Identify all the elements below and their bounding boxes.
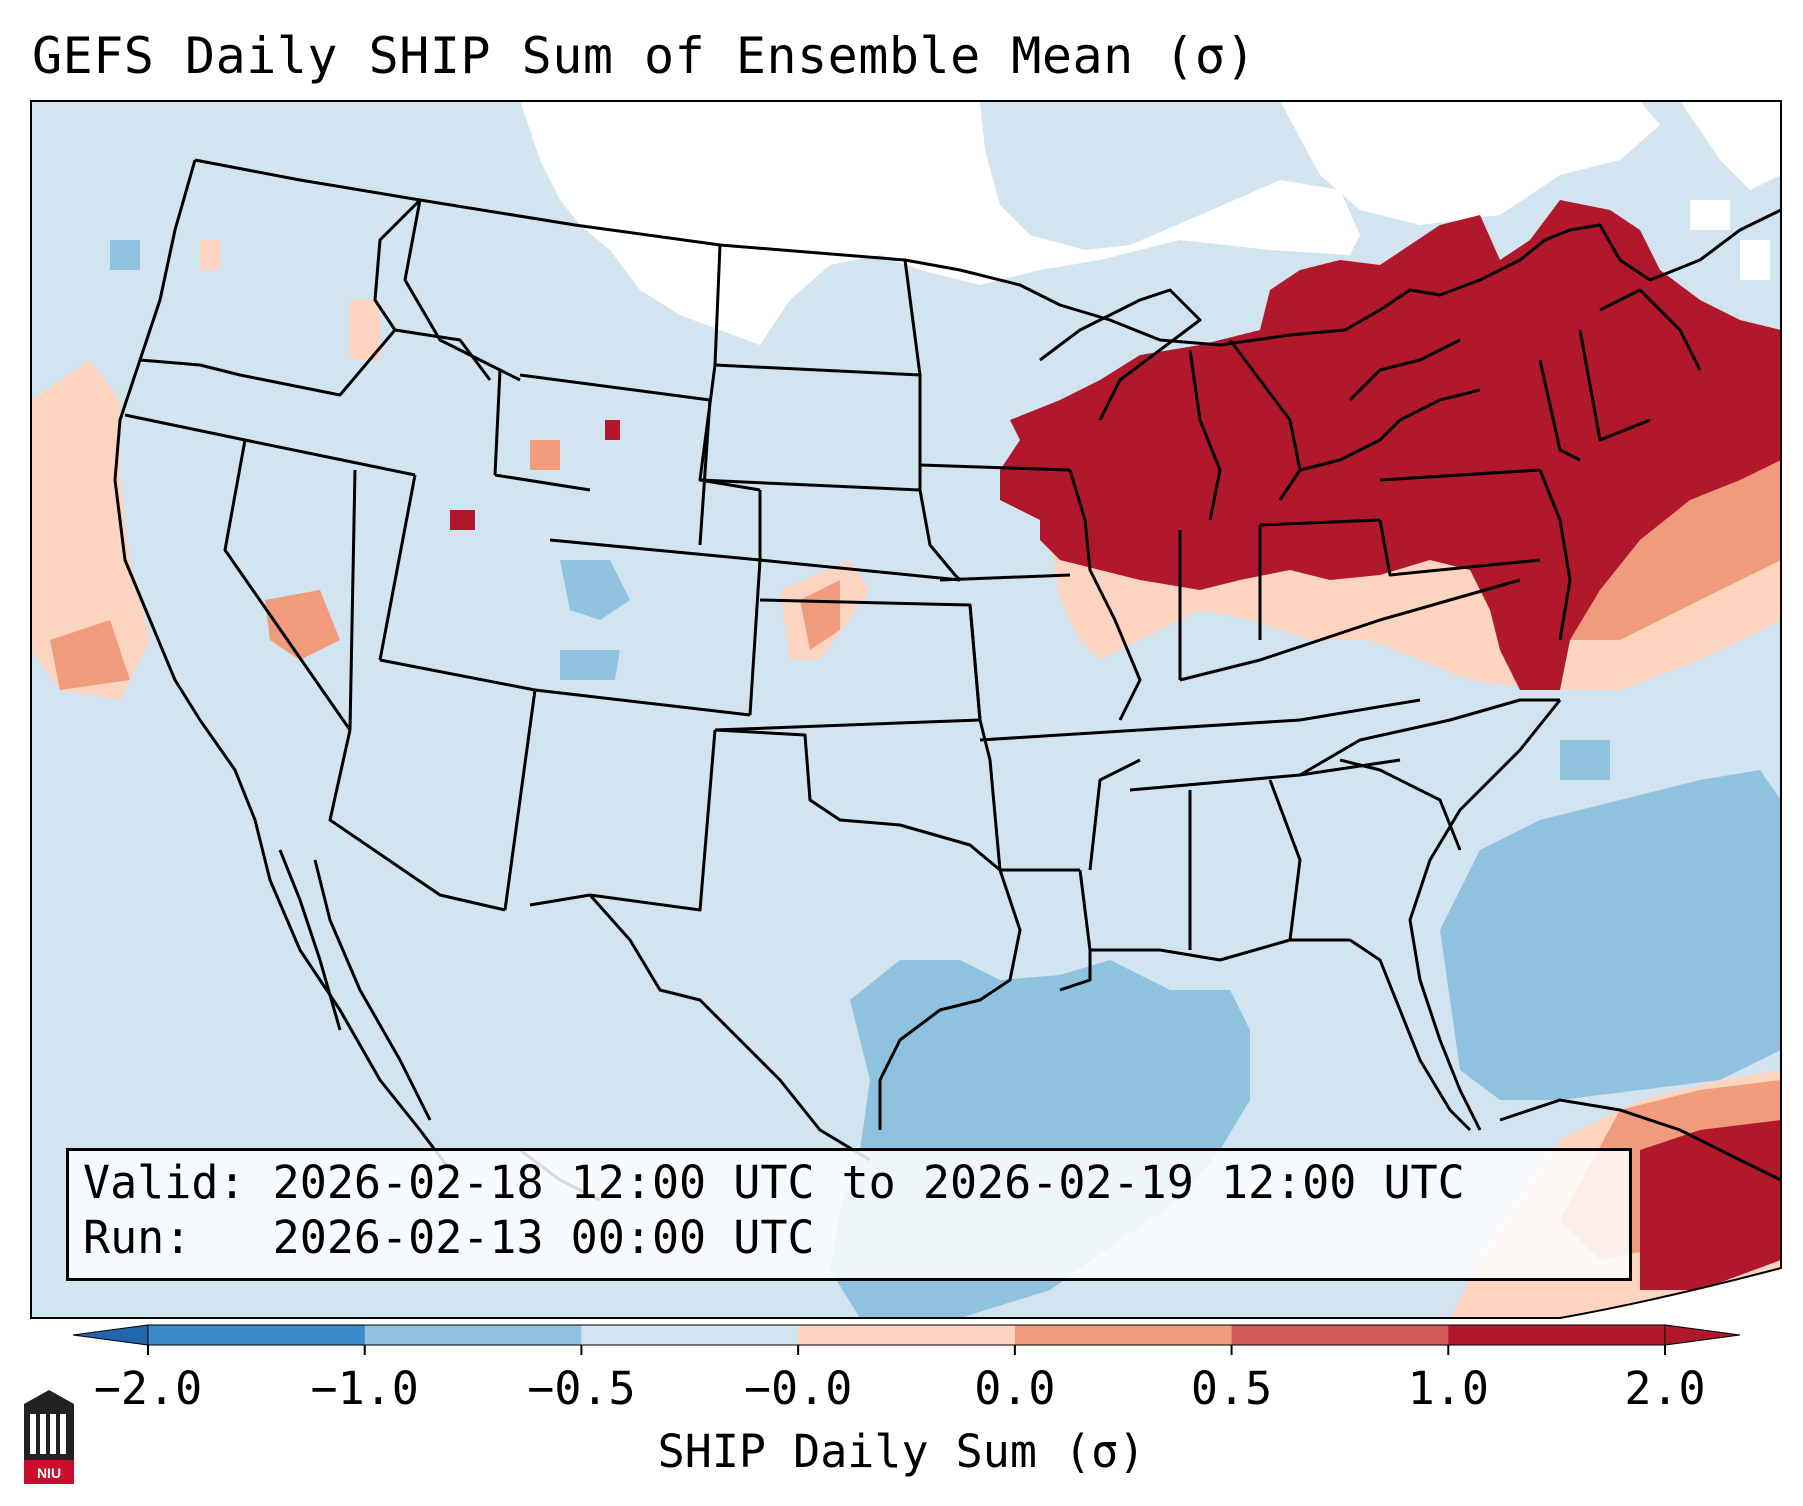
colorbar-segment bbox=[148, 1325, 366, 1345]
colorbar bbox=[72, 1324, 1741, 1355]
map-title: GEFS Daily SHIP Sum of Ensemble Mean (σ) bbox=[32, 27, 1257, 85]
niu-building-logo-icon: NIU bbox=[24, 1390, 74, 1484]
cuba-coastline bbox=[1499, 1098, 1781, 1182]
valid-label: Valid: bbox=[83, 1156, 246, 1209]
colorbar-extend-low bbox=[72, 1324, 149, 1346]
colorbar-tick-label: 1.0 bbox=[1407, 1362, 1489, 1415]
colorbar-tick-label: −0.0 bbox=[743, 1362, 853, 1415]
colorbar-segment bbox=[581, 1325, 799, 1345]
colorbar-tick-label: 0.5 bbox=[1190, 1362, 1273, 1415]
colorbar-segment bbox=[1231, 1325, 1449, 1345]
colorbar-segment bbox=[1448, 1325, 1666, 1345]
colorbar-tick-label: 0.0 bbox=[974, 1362, 1056, 1415]
colorbar-tick-label: 2.0 bbox=[1624, 1362, 1706, 1415]
valid-time-range: 2026-02-18 12:00 UTC to 2026-02-19 12:00… bbox=[272, 1156, 1465, 1209]
colorbar-extend-high bbox=[1664, 1324, 1741, 1346]
run-label: Run: bbox=[83, 1211, 192, 1264]
colorbar-tick-label: −0.5 bbox=[527, 1362, 636, 1415]
colorbar-tick-label: −2.0 bbox=[93, 1362, 203, 1415]
map-panel bbox=[31, 101, 1781, 1318]
colorbar-segment bbox=[798, 1325, 1016, 1345]
white-anomaly-regions bbox=[520, 101, 1781, 345]
map-frame bbox=[30, 100, 1782, 1319]
colorbar-tick-label: −1.0 bbox=[310, 1362, 419, 1415]
run-time: 2026-02-13 00:00 UTC bbox=[272, 1211, 815, 1264]
colorbar-segment bbox=[1014, 1325, 1233, 1345]
colorbar-label: SHIP Daily Sum (σ) bbox=[657, 1425, 1146, 1478]
valid-run-info-box: Valid: 2026-02-18 12:00 UTC to 2026-02-1… bbox=[66, 1148, 1632, 1281]
niu-logo-text: NIU bbox=[37, 1465, 61, 1481]
colorbar-segment bbox=[364, 1325, 582, 1345]
colorbar-frame bbox=[147, 1324, 1666, 1346]
